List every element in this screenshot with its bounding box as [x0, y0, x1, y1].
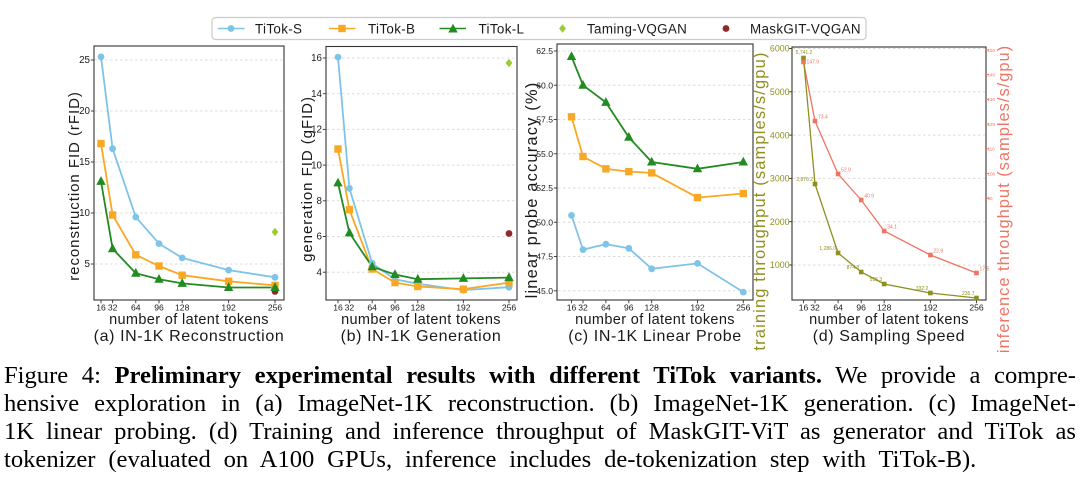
svg-text:192: 192 [221, 303, 236, 313]
svg-text:96: 96 [624, 303, 634, 313]
svg-text:2,876.2: 2,876.2 [796, 177, 813, 183]
svg-text:(a) IN-1K Reconstruction: (a) IN-1K Reconstruction [94, 328, 285, 345]
svg-text:20: 20 [79, 106, 90, 117]
svg-text:TiTok-B: TiTok-B [368, 21, 415, 36]
svg-text:256: 256 [502, 303, 517, 313]
svg-text:45.0: 45.0 [536, 286, 553, 296]
svg-text:52.9: 52.9 [841, 168, 851, 174]
svg-text:16: 16 [333, 303, 343, 313]
svg-text:128: 128 [645, 303, 660, 313]
svg-text:192: 192 [923, 303, 938, 313]
svg-text:Taming-VQGAN: Taming-VQGAN [587, 21, 687, 36]
svg-text:32: 32 [578, 303, 588, 313]
svg-text:192: 192 [456, 303, 471, 313]
svg-text:96: 96 [154, 303, 164, 313]
svg-text:256: 256 [969, 303, 984, 313]
svg-text:874.8: 874.8 [847, 265, 860, 271]
svg-text:32: 32 [345, 303, 355, 313]
svg-text:16: 16 [567, 303, 577, 313]
svg-text:MaskGIT-VQGAN: MaskGIT-VQGAN [750, 21, 861, 36]
svg-text:5: 5 [85, 259, 91, 270]
svg-text:reconstruction FID (rFID): reconstruction FID (rFID) [66, 91, 83, 281]
svg-text:8: 8 [317, 196, 323, 207]
svg-text:64: 64 [601, 303, 611, 313]
svg-text:64: 64 [833, 303, 843, 313]
svg-text:number of latent tokens: number of latent tokens [575, 312, 735, 328]
svg-text:130: 130 [988, 97, 996, 102]
svg-text:15: 15 [79, 157, 90, 168]
svg-text:5,741.2: 5,741.2 [796, 50, 813, 56]
svg-text:192: 192 [690, 303, 705, 313]
svg-text:3000: 3000 [770, 174, 790, 184]
svg-text:40.9: 40.9 [864, 194, 874, 200]
svg-text:256: 256 [268, 303, 283, 313]
svg-text:555.3: 555.3 [870, 277, 883, 283]
svg-text:120: 120 [988, 122, 996, 127]
svg-text:number of latent tokens: number of latent tokens [341, 312, 501, 328]
svg-text:60.0: 60.0 [536, 81, 553, 91]
svg-text:TiTok-S: TiTok-S [255, 21, 302, 36]
svg-text:73.4: 73.4 [818, 115, 828, 121]
svg-text:16: 16 [96, 303, 106, 313]
svg-text:6000: 6000 [770, 44, 790, 54]
svg-text:16: 16 [799, 303, 809, 313]
svg-text:TiTok-L: TiTok-L [479, 21, 525, 36]
svg-text:14: 14 [311, 89, 322, 100]
svg-text:90: 90 [988, 196, 994, 201]
svg-text:1000: 1000 [770, 260, 790, 270]
svg-text:147.9: 147.9 [807, 60, 820, 66]
svg-text:96: 96 [390, 303, 400, 313]
svg-text:inference throughput (samples/: inference throughput (samples/s/gpu) [995, 45, 1013, 353]
svg-text:10: 10 [79, 208, 90, 219]
svg-text:64: 64 [131, 303, 141, 313]
svg-text:140: 140 [988, 73, 996, 78]
svg-text:50.0: 50.0 [536, 217, 553, 227]
svg-text:4000: 4000 [770, 130, 790, 140]
svg-text:332.2: 332.2 [916, 286, 929, 292]
svg-text:linear probe accuracy (%): linear probe accuracy (%) [523, 82, 541, 299]
svg-text:47.5: 47.5 [536, 252, 553, 262]
svg-text:100: 100 [988, 171, 996, 176]
svg-text:5000: 5000 [770, 87, 790, 97]
svg-text:52.5: 52.5 [536, 183, 553, 193]
svg-text:128: 128 [175, 303, 190, 313]
svg-text:(b) IN-1K Generation: (b) IN-1K Generation [341, 328, 502, 345]
svg-text:150: 150 [988, 48, 996, 53]
svg-text:256: 256 [736, 303, 751, 313]
svg-text:110: 110 [988, 147, 996, 152]
svg-text:16: 16 [311, 53, 322, 64]
svg-text:32: 32 [108, 303, 118, 313]
svg-text:number of latent tokens: number of latent tokens [109, 312, 269, 328]
svg-text:96: 96 [856, 303, 866, 313]
svg-text:62.5: 62.5 [536, 46, 553, 56]
svg-text:57.5: 57.5 [536, 115, 553, 125]
svg-text:1,286.0: 1,286.0 [819, 246, 836, 252]
svg-text:number of latent tokens: number of latent tokens [809, 312, 969, 328]
svg-text:4: 4 [317, 267, 323, 278]
svg-text:32: 32 [810, 303, 820, 313]
svg-text:(d) Sampling Speed: (d) Sampling Speed [813, 328, 965, 345]
svg-text:10: 10 [311, 160, 322, 171]
svg-text:25: 25 [79, 55, 90, 66]
svg-text:128: 128 [411, 303, 426, 313]
svg-text:128: 128 [877, 303, 892, 313]
svg-text:12: 12 [311, 125, 322, 136]
svg-text:2000: 2000 [770, 217, 790, 227]
svg-text:34.1: 34.1 [887, 225, 897, 231]
svg-text:training throughput (samples/s: training throughput (samples/s/gpu) [751, 51, 769, 350]
svg-text:17.5: 17.5 [980, 267, 990, 273]
svg-text:generation FID (gFID): generation FID (gFID) [299, 96, 316, 262]
svg-text:235.7: 235.7 [962, 291, 975, 297]
svg-text:6: 6 [317, 232, 323, 243]
svg-text:22.9: 22.9 [933, 249, 943, 255]
svg-text:55.0: 55.0 [536, 149, 553, 159]
svg-text:(c) IN-1K Linear Probe: (c) IN-1K Linear Probe [568, 328, 741, 345]
svg-text:64: 64 [367, 303, 377, 313]
